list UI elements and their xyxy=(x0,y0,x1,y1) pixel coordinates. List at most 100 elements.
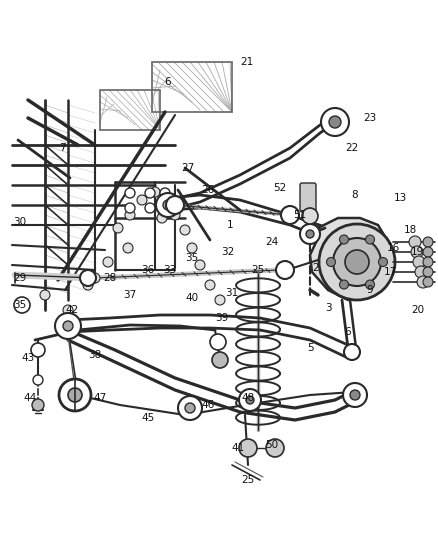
Circle shape xyxy=(300,224,320,244)
Circle shape xyxy=(160,188,170,198)
Circle shape xyxy=(170,210,180,220)
Text: 52: 52 xyxy=(273,183,286,193)
Circle shape xyxy=(343,383,367,407)
Circle shape xyxy=(319,224,395,300)
Circle shape xyxy=(276,261,294,279)
Text: 35: 35 xyxy=(14,300,27,310)
Text: 13: 13 xyxy=(393,193,406,203)
Circle shape xyxy=(423,237,433,247)
Text: 50: 50 xyxy=(265,440,279,450)
Text: 23: 23 xyxy=(364,113,377,123)
Circle shape xyxy=(14,297,30,313)
Text: 21: 21 xyxy=(240,57,254,67)
Circle shape xyxy=(281,206,299,224)
Circle shape xyxy=(40,290,50,300)
Circle shape xyxy=(339,280,349,289)
Circle shape xyxy=(415,266,427,278)
Circle shape xyxy=(423,277,433,287)
FancyBboxPatch shape xyxy=(300,183,316,212)
Text: 24: 24 xyxy=(265,237,279,247)
Circle shape xyxy=(125,203,135,213)
Text: 37: 37 xyxy=(124,290,137,300)
Text: 26: 26 xyxy=(201,185,215,195)
Text: 40: 40 xyxy=(185,293,198,303)
Circle shape xyxy=(378,257,388,266)
Text: 29: 29 xyxy=(14,273,27,283)
Circle shape xyxy=(32,399,44,411)
Polygon shape xyxy=(310,218,390,300)
Circle shape xyxy=(321,108,349,136)
Circle shape xyxy=(239,389,261,411)
Circle shape xyxy=(239,439,257,457)
Circle shape xyxy=(80,270,96,286)
Circle shape xyxy=(123,243,133,253)
Circle shape xyxy=(163,200,173,210)
Circle shape xyxy=(156,193,180,217)
Circle shape xyxy=(63,321,73,331)
Circle shape xyxy=(205,280,215,290)
Text: 31: 31 xyxy=(226,288,239,298)
Text: 5: 5 xyxy=(307,343,313,353)
Circle shape xyxy=(31,343,45,357)
Circle shape xyxy=(409,236,421,248)
Circle shape xyxy=(423,247,433,257)
Circle shape xyxy=(150,187,160,197)
Circle shape xyxy=(137,195,147,205)
Circle shape xyxy=(423,267,433,277)
Text: 20: 20 xyxy=(411,305,424,315)
Circle shape xyxy=(344,344,360,360)
Circle shape xyxy=(145,188,155,198)
Circle shape xyxy=(345,250,369,274)
Circle shape xyxy=(195,260,205,270)
Text: 47: 47 xyxy=(93,393,106,403)
Circle shape xyxy=(266,439,284,457)
Circle shape xyxy=(68,388,82,402)
Circle shape xyxy=(55,313,81,339)
Text: 48: 48 xyxy=(241,393,254,403)
Circle shape xyxy=(180,225,190,235)
Circle shape xyxy=(178,396,202,420)
Text: 30: 30 xyxy=(14,217,27,227)
Text: 38: 38 xyxy=(88,350,102,360)
Text: 22: 22 xyxy=(346,143,359,153)
Circle shape xyxy=(90,273,100,283)
Text: 3: 3 xyxy=(325,303,331,313)
Circle shape xyxy=(83,280,93,290)
Text: 28: 28 xyxy=(103,273,117,283)
Circle shape xyxy=(423,257,433,267)
Text: 25: 25 xyxy=(251,265,265,275)
Text: 39: 39 xyxy=(215,313,229,323)
Circle shape xyxy=(163,195,173,205)
Text: 6: 6 xyxy=(165,77,171,87)
Circle shape xyxy=(59,379,91,411)
Text: 7: 7 xyxy=(59,143,65,153)
Text: 17: 17 xyxy=(383,267,397,277)
Text: 16: 16 xyxy=(386,243,399,253)
Circle shape xyxy=(113,223,123,233)
Circle shape xyxy=(350,390,360,400)
Text: 36: 36 xyxy=(141,265,155,275)
Circle shape xyxy=(125,188,135,198)
Text: 51: 51 xyxy=(293,210,307,220)
Text: 44: 44 xyxy=(23,393,37,403)
Circle shape xyxy=(302,208,318,224)
Circle shape xyxy=(365,235,374,244)
Text: 32: 32 xyxy=(221,247,235,257)
Circle shape xyxy=(306,230,314,238)
Circle shape xyxy=(365,280,374,289)
Circle shape xyxy=(185,403,195,413)
Text: 46: 46 xyxy=(201,400,215,410)
Text: 6: 6 xyxy=(345,327,351,337)
Text: 35: 35 xyxy=(185,253,198,263)
Text: 18: 18 xyxy=(403,225,417,235)
Circle shape xyxy=(339,235,349,244)
Circle shape xyxy=(187,243,197,253)
Text: 25: 25 xyxy=(241,475,254,485)
Circle shape xyxy=(166,196,184,214)
Text: 42: 42 xyxy=(65,305,79,315)
Circle shape xyxy=(210,334,226,350)
Circle shape xyxy=(215,295,225,305)
Text: 1: 1 xyxy=(227,220,233,230)
Circle shape xyxy=(333,238,381,286)
Circle shape xyxy=(103,257,113,267)
